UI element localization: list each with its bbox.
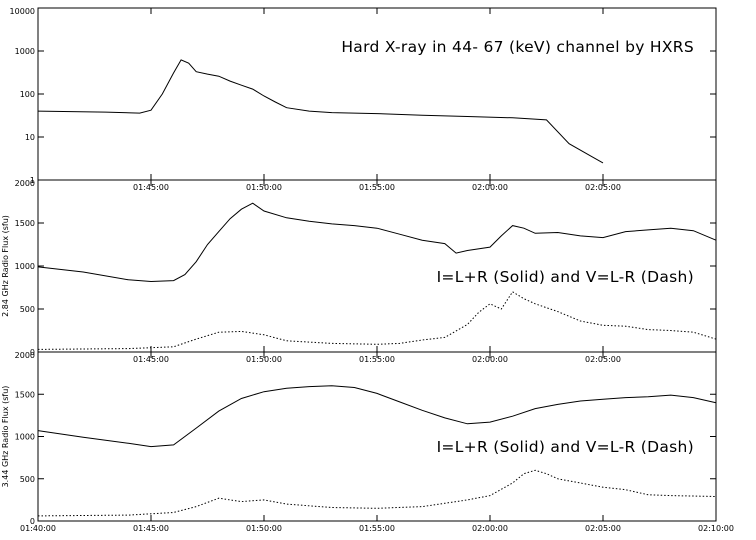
radio-344-x-tick-labels: 01:40:00 01:45:00 01:50:00 01:55:00 02:00:00… — [20, 524, 734, 533]
radio-284-y-tick-label: 0 — [30, 348, 35, 357]
radio-284-panel: 0 500 1000 1500 2000 01:45:00 01:50:00 01:55:0… — [1, 179, 717, 364]
radio-284-x-tick-label: 01:50:00 — [246, 355, 282, 364]
radio-284-series — [37, 202, 717, 350]
hxr-y-tick-label: 10000 — [10, 7, 35, 16]
radio-284-y-axis-title: 2.84 GHz Radio Flux (sfu) — [1, 215, 10, 317]
hxr-y-tick-label: 100 — [20, 90, 35, 99]
hxr-series-i-solid — [37, 59, 604, 164]
hxr-x-tick-label: 02:00:00 — [472, 183, 508, 192]
radio-284-x-tick-label: 02:05:00 — [585, 355, 621, 364]
radio-344-x-tick-label: 02:00:00 — [472, 524, 508, 533]
radio-344-series-v-dash — [37, 469, 717, 517]
radio-344-tick-marks — [37, 351, 717, 522]
radio-344-x-tick-label: 01:40:00 — [20, 524, 56, 533]
radio-344-series — [37, 385, 717, 517]
hxr-tick-marks — [38, 7, 716, 181]
hxr-series — [37, 59, 604, 164]
radio-344-y-tick-label: 2000 — [15, 351, 35, 360]
hxr-y-tick-label: 10 — [25, 133, 35, 142]
hxr-y-tick-label: 1000 — [15, 47, 35, 56]
radio-284-x-tick-label: 02:00:00 — [472, 355, 508, 364]
radio-344-x-tick-label: 01:45:00 — [133, 524, 169, 533]
radio-344-panel-title: I=L+R (Solid) and V=L-R (Dash) — [437, 438, 694, 456]
radio-344-plot-frame — [37, 351, 717, 522]
hxr-x-tick-label: 01:50:00 — [246, 183, 282, 192]
radio-284-tick-marks — [38, 179, 716, 353]
radio-284-y-tick-label: 1000 — [15, 262, 35, 271]
hxr-panel: 1 10 100 1000 10000 01:45:00 01:50:00 01:55:00… — [10, 7, 717, 192]
radio-284-panel-title: I=L+R (Solid) and V=L-R (Dash) — [437, 268, 694, 286]
radio-344-x-tick-label: 01:50:00 — [246, 524, 282, 533]
radio-284-plot-frame — [37, 179, 717, 353]
radio-284-series-i-solid — [37, 202, 717, 283]
radio-284-y-tick-label: 500 — [20, 305, 35, 314]
radio-284-x-tick-label: 01:55:00 — [359, 355, 395, 364]
radio-344-y-tick-label: 500 — [20, 475, 35, 484]
radio-344-y-tick-label: 1000 — [15, 433, 35, 442]
radio-344-x-tick-label: 02:05:00 — [585, 524, 621, 533]
radio-284-x-tick-labels: 01:45:00 01:50:00 01:55:00 02:00:00 02:05:00 — [133, 355, 621, 364]
hxr-x-tick-label: 02:05:00 — [585, 183, 621, 192]
hxr-x-tick-label: 01:45:00 — [133, 183, 169, 192]
hxr-panel-title: Hard X-ray in 44- 67 (keV) channel by HX… — [341, 38, 694, 56]
hxr-y-tick-labels: 1 10 100 1000 10000 — [10, 7, 35, 185]
radio-344-y-tick-labels: 0 500 1000 1500 2000 — [15, 351, 35, 526]
radio-344-series-i-solid — [37, 385, 717, 448]
radio-344-x-tick-label: 01:55:00 — [359, 524, 395, 533]
radio-284-x-tick-label: 01:45:00 — [133, 355, 169, 364]
hxr-x-tick-label: 01:55:00 — [359, 183, 395, 192]
hxr-x-tick-labels: 01:45:00 01:50:00 01:55:00 02:00:00 02:05:00 — [133, 183, 621, 192]
hxr-y-tick-label: 1 — [30, 176, 35, 185]
radio-284-series-v-dash — [37, 291, 717, 350]
radio-284-y-tick-labels: 0 500 1000 1500 2000 — [15, 179, 35, 357]
radio-284-y-tick-label: 2000 — [15, 179, 35, 188]
hxr-plot-frame — [37, 7, 717, 181]
radio-344-y-tick-label: 1500 — [15, 390, 35, 399]
radio-344-panel: 0 500 1000 1500 2000 01:40:00 01:45:00 01:50:0… — [1, 351, 734, 533]
radio-284-y-tick-label: 1500 — [15, 219, 35, 228]
radio-344-y-tick-label: 0 — [30, 517, 35, 526]
radio-344-y-axis-title: 3.44 GHz Radio Flux (sfu) — [1, 386, 10, 488]
radio-344-x-tick-label: 02:10:00 — [698, 524, 734, 533]
